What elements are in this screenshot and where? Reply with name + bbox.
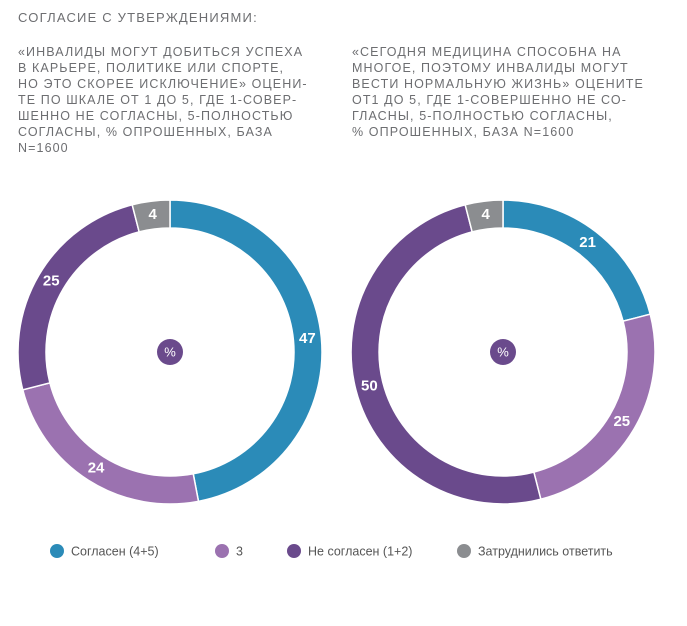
donut-segment bbox=[131, 199, 171, 233]
legend-label: Согласен (4+5) bbox=[71, 544, 159, 558]
question-line: НО ЭТО СКОРЕЕ ИСКЛЮЧЕНИЕ» ОЦЕНИ- bbox=[18, 77, 308, 91]
center-dot bbox=[157, 339, 183, 365]
donut-segment bbox=[502, 199, 652, 323]
donut-segment bbox=[169, 199, 323, 503]
donut-segment bbox=[350, 203, 542, 505]
question-line: ОТ1 ДО 5, ГДЕ 1-СОВЕРШЕННО НЕ СО- bbox=[352, 93, 627, 107]
segment-label: 25 bbox=[43, 273, 60, 290]
question-line: % ОПРОШЕННЫХ, БАЗА N=1600 bbox=[352, 125, 574, 139]
segment-label: 50 bbox=[361, 377, 378, 394]
center-label: % bbox=[497, 344, 509, 359]
segment-label: 21 bbox=[579, 234, 596, 251]
legend-label: Не согласен (1+2) bbox=[308, 544, 412, 558]
segment-label: 47 bbox=[299, 330, 316, 347]
question-line: СОГЛАСНЫ, % ОПРОШЕННЫХ, БАЗА bbox=[18, 125, 273, 139]
question-line: «СЕГОДНЯ МЕДИЦИНА СПОСОБНА НА bbox=[352, 45, 622, 59]
segment-label: 4 bbox=[482, 206, 491, 223]
question-line: МНОГОЕ, ПОЭТОМУ ИНВАЛИДЫ МОГУТ bbox=[352, 61, 629, 75]
question-line: ТЕ ПО ШКАЛЕ ОТ 1 ДО 5, ГДЕ 1-СОВЕР- bbox=[18, 93, 297, 107]
header: СОГЛАСИЕ С УТВЕРЖДЕНИЯМИ: bbox=[18, 10, 258, 25]
question-line: N=1600 bbox=[18, 141, 69, 155]
question-line: ВЕСТИ НОРМАЛЬНУЮ ЖИЗНЬ» ОЦЕНИТЕ bbox=[352, 77, 644, 91]
legend-label: Затруднились ответить bbox=[478, 544, 613, 558]
donut-segment bbox=[532, 313, 656, 501]
segment-label: 24 bbox=[88, 459, 105, 476]
question-line: ГЛАСНЫ, 5-ПОЛНОСТЬЮ СОГЛАСНЫ, bbox=[352, 109, 613, 123]
question-line: ШЕННО НЕ СОГЛАСНЫ, 5-ПОЛНОСТЬЮ bbox=[18, 109, 293, 123]
segment-label: 25 bbox=[613, 413, 630, 430]
segment-label: 4 bbox=[149, 206, 158, 223]
center-label: % bbox=[164, 344, 176, 359]
question-line: «ИНВАЛИДЫ МОГУТ ДОБИТЬСЯ УСПЕХА bbox=[18, 45, 303, 59]
legend-swatch bbox=[215, 544, 229, 558]
legend-swatch bbox=[287, 544, 301, 558]
question-line: В КАРЬЕРЕ, ПОЛИТИКЕ ИЛИ СПОРТЕ, bbox=[18, 61, 284, 75]
legend-label: 3 bbox=[236, 544, 243, 558]
donut-segment bbox=[464, 199, 504, 233]
legend-swatch bbox=[50, 544, 64, 558]
donut-segment bbox=[17, 203, 141, 391]
center-dot bbox=[490, 339, 516, 365]
legend-swatch bbox=[457, 544, 471, 558]
donut-segment bbox=[21, 381, 200, 505]
